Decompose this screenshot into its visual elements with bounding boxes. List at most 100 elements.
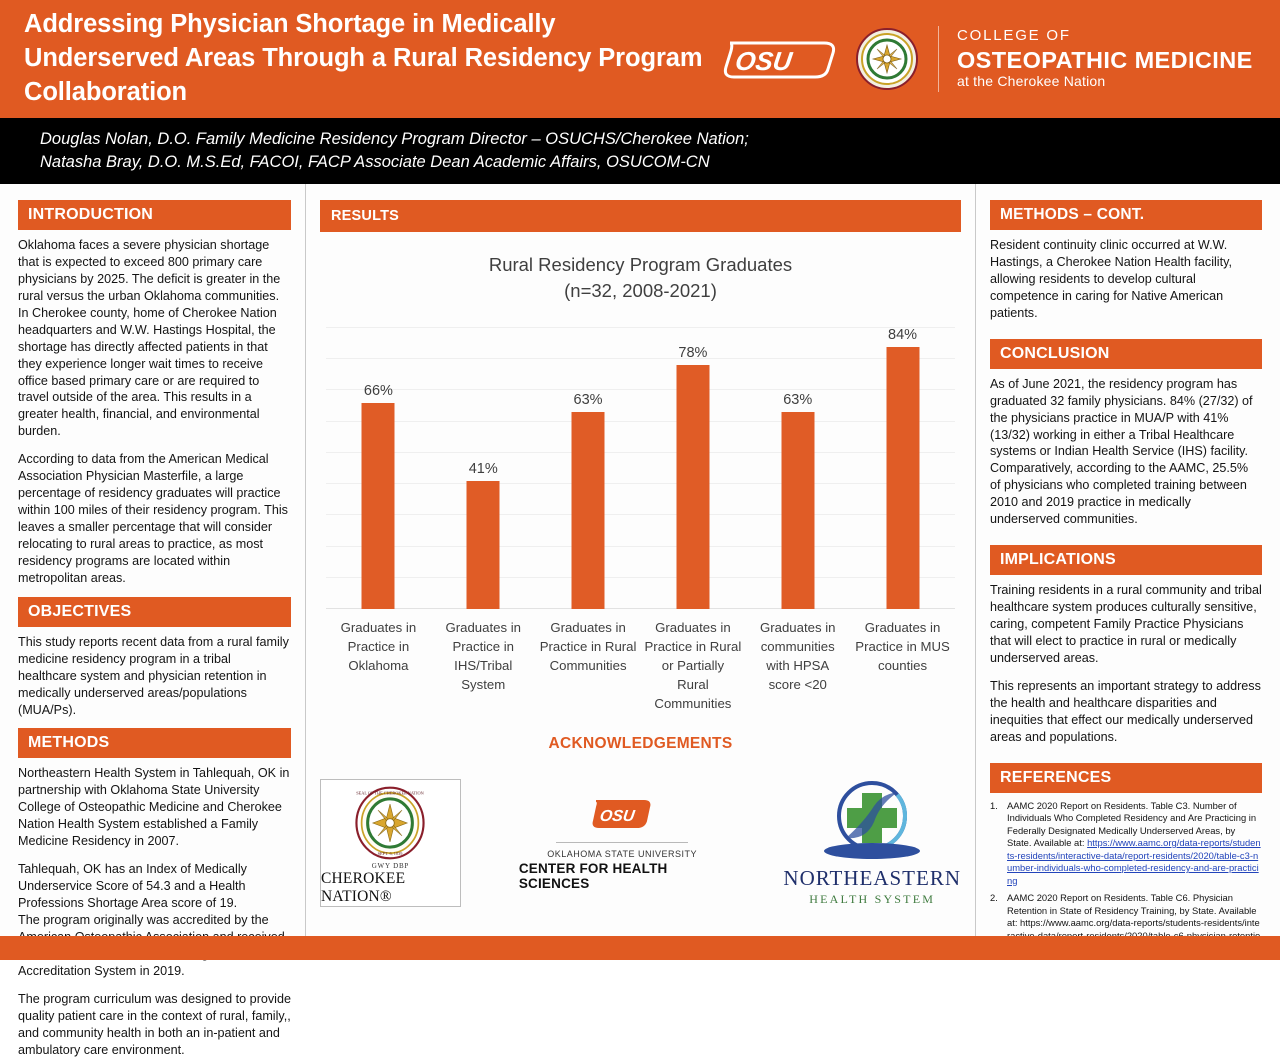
college-line-2: OSTEOPATHIC MEDICINE <box>957 46 1253 73</box>
chart-x-label: Graduates in Practice in Oklahoma <box>340 620 417 673</box>
chart-gridline <box>326 514 955 516</box>
chart-gridline <box>326 451 955 453</box>
methods-cont-text: Resident continuity clinic occurred at W… <box>990 237 1262 322</box>
chart-bar <box>886 346 920 609</box>
college-wordmark: COLLEGE OF OSTEOPATHIC MEDICINE at the C… <box>957 27 1253 90</box>
chart-gridline <box>326 576 955 578</box>
chart-gridline <box>326 358 955 360</box>
poster-header: Addressing Physician Shortage in Medical… <box>0 0 1280 118</box>
section-heading-implications: IMPLICATIONS <box>990 545 1262 576</box>
conclusion-paragraph-1: As of June 2021, the residency program h… <box>990 376 1253 527</box>
osu-chs-line-2: CENTER FOR HEALTH SCIENCES <box>518 861 668 891</box>
page-title: Addressing Physician Shortage in Medical… <box>24 10 703 106</box>
chart-x-label: Graduates in Practice in IHS/Tribal Syst… <box>445 620 521 692</box>
nehs-cross-icon <box>824 781 921 859</box>
implications-paragraph-1: Training residents in a rural community … <box>990 583 1262 665</box>
osu-logo-icon: OSU <box>720 29 840 89</box>
middle-column: RESULTS Rural Residency Program Graduate… <box>306 184 975 907</box>
chart-bar-cell: 63% <box>536 328 641 609</box>
chart-bar-value-label: 84% <box>888 326 918 343</box>
column-divider-left <box>305 184 306 936</box>
spacer <box>18 587 291 597</box>
chart-bar-value-label: 63% <box>783 392 813 409</box>
left-column: INTRODUCTION Oklahoma faces a severe phy… <box>0 184 305 1058</box>
header-logo-group: OSU COLLEGE OF <box>720 26 1280 92</box>
chart-title-line-1: Rural Residency Program Graduates <box>488 254 793 275</box>
methods-paragraph-2: Tahlequah, OK has an Index of Medically … <box>18 862 285 978</box>
northeastern-health-system-logo: NORTHEASTERN HEALTH SYSTEM <box>783 778 961 907</box>
reference-link[interactable]: https://www.aamc.org/data-reports/studen… <box>1007 837 1261 886</box>
introduction-text: Oklahoma faces a severe physician shorta… <box>18 237 291 587</box>
cherokee-nation-logo: SEAL OF THE CHEROKEE NATION SEPT. 6, 183… <box>320 778 461 907</box>
chart-x-label: Graduates in Practice in Rural Communiti… <box>539 620 637 673</box>
header-divider <box>938 26 939 92</box>
spacer <box>990 322 1262 339</box>
objectives-text: This study reports recent data from a ru… <box>18 634 291 719</box>
chart-bar-value-label: 66% <box>363 382 393 399</box>
chart-gridline <box>326 389 955 391</box>
chart-gridline <box>326 420 955 422</box>
chart-plot-area: 66% 41% 63% 78% 63% 84% <box>326 326 955 609</box>
spacer <box>990 746 1262 763</box>
references-list: 1. AAMC 2020 Report on Residents. Table C… <box>990 800 1262 955</box>
chart-bar <box>781 412 815 609</box>
nehs-line-2: HEALTH SYSTEM <box>809 892 936 906</box>
section-heading-objectives: OBJECTIVES <box>18 596 291 627</box>
cherokee-nation-seal-icon <box>856 28 918 90</box>
chart-x-axis-labels: Graduates in Practice in Oklahoma Graduat… <box>326 618 955 713</box>
svg-text:OSU: OSU <box>733 46 795 76</box>
spacer <box>990 528 1262 545</box>
cherokee-nation-wordmark: CHEROKEE NATION® <box>321 869 406 905</box>
chart-bar <box>361 402 395 609</box>
chart-bar-value-label: 41% <box>468 461 498 477</box>
osu-chs-logo: OSU OKLAHOMA STATE UNIVERSITY CENTER FOR… <box>519 794 726 891</box>
section-heading-introduction: INTRODUCTION <box>18 200 291 230</box>
reference-number: 1. <box>990 799 998 811</box>
chart-bar-cell: 41% <box>431 328 536 609</box>
svg-text:OSU: OSU <box>599 807 637 825</box>
section-heading-conclusion: CONCLUSION <box>990 338 1262 369</box>
chart-x-label: Graduates in Practice in Rural or Partia… <box>644 620 742 711</box>
author-bar: Douglas Nolan, D.O. Family Medicine Resi… <box>0 118 1280 184</box>
chart-bar <box>571 412 605 609</box>
chart-bar-value-label: 78% <box>678 345 708 362</box>
poster-body: INTRODUCTION Oklahoma faces a severe phy… <box>0 184 1280 1057</box>
osu-chs-rule <box>556 842 689 843</box>
section-heading-references: REFERENCES <box>990 762 1262 793</box>
acknowledgement-logos: SEAL OF THE CHEROKEE NATION SEPT. 6, 183… <box>320 778 961 907</box>
author-line-1: Douglas Nolan, D.O. Family Medicine Resi… <box>40 129 749 148</box>
chart-bar <box>676 365 710 609</box>
methods-cont-paragraph-1: Resident continuity clinic occurred at W… <box>990 238 1232 320</box>
introduction-paragraph-2: According to data from the American Medi… <box>18 452 288 585</box>
chart-bar-cell: 63% <box>745 328 850 609</box>
svg-text:SEPT. 6, 1839: SEPT. 6, 1839 <box>378 850 403 856</box>
college-line-3: at the Cherokee Nation <box>957 73 1106 90</box>
cherokee-nation-seal-large-icon: SEAL OF THE CHEROKEE NATION SEPT. 6, 183… <box>355 786 426 859</box>
chart-gridline <box>326 327 955 328</box>
chart-x-label: Graduates in communities with HPSA score… <box>759 620 836 692</box>
objectives-paragraph-1: This study reports recent data from a ru… <box>18 634 289 717</box>
chart-subtitle: (n=32, 2008-2021) <box>564 279 717 301</box>
results-bar-chart: Rural Residency Program Graduates (n=32,… <box>320 246 961 711</box>
college-line-1: COLLEGE OF <box>957 27 1071 45</box>
spacer <box>18 718 291 728</box>
implications-text: Training residents in a rural community … <box>990 582 1262 745</box>
column-divider-right <box>975 184 976 936</box>
chart-bar <box>466 481 500 609</box>
implications-paragraph-2: This represents an important strategy to… <box>990 678 1261 744</box>
section-heading-acknowledgements: ACKNOWLEDGEMENTS <box>548 735 733 752</box>
chart-bar-cell: 66% <box>326 328 431 609</box>
right-column: METHODS – CONT. Resident continuity clin… <box>976 184 1280 960</box>
cherokee-syllabary-text: GWY DBP <box>371 861 410 870</box>
chart-baseline <box>326 608 955 609</box>
svg-text:SEAL OF THE CHEROKEE NATION: SEAL OF THE CHEROKEE NATION <box>357 790 425 795</box>
author-line-2: Natasha Bray, D.O. M.S.Ed, FACOI, FACP A… <box>40 153 710 171</box>
chart-bar-cell: 84% <box>850 326 955 609</box>
section-heading-results: RESULTS <box>320 200 961 232</box>
chart-gridline <box>326 545 955 547</box>
methods-text: Northeastern Health System in Tahlequah,… <box>18 765 291 1058</box>
nehs-line-1: NORTHEASTERN <box>783 866 961 890</box>
chart-bars: 66% 41% 63% 78% 63% 84% <box>326 326 955 609</box>
osu-chs-line-1: OKLAHOMA STATE UNIVERSITY <box>547 849 697 859</box>
